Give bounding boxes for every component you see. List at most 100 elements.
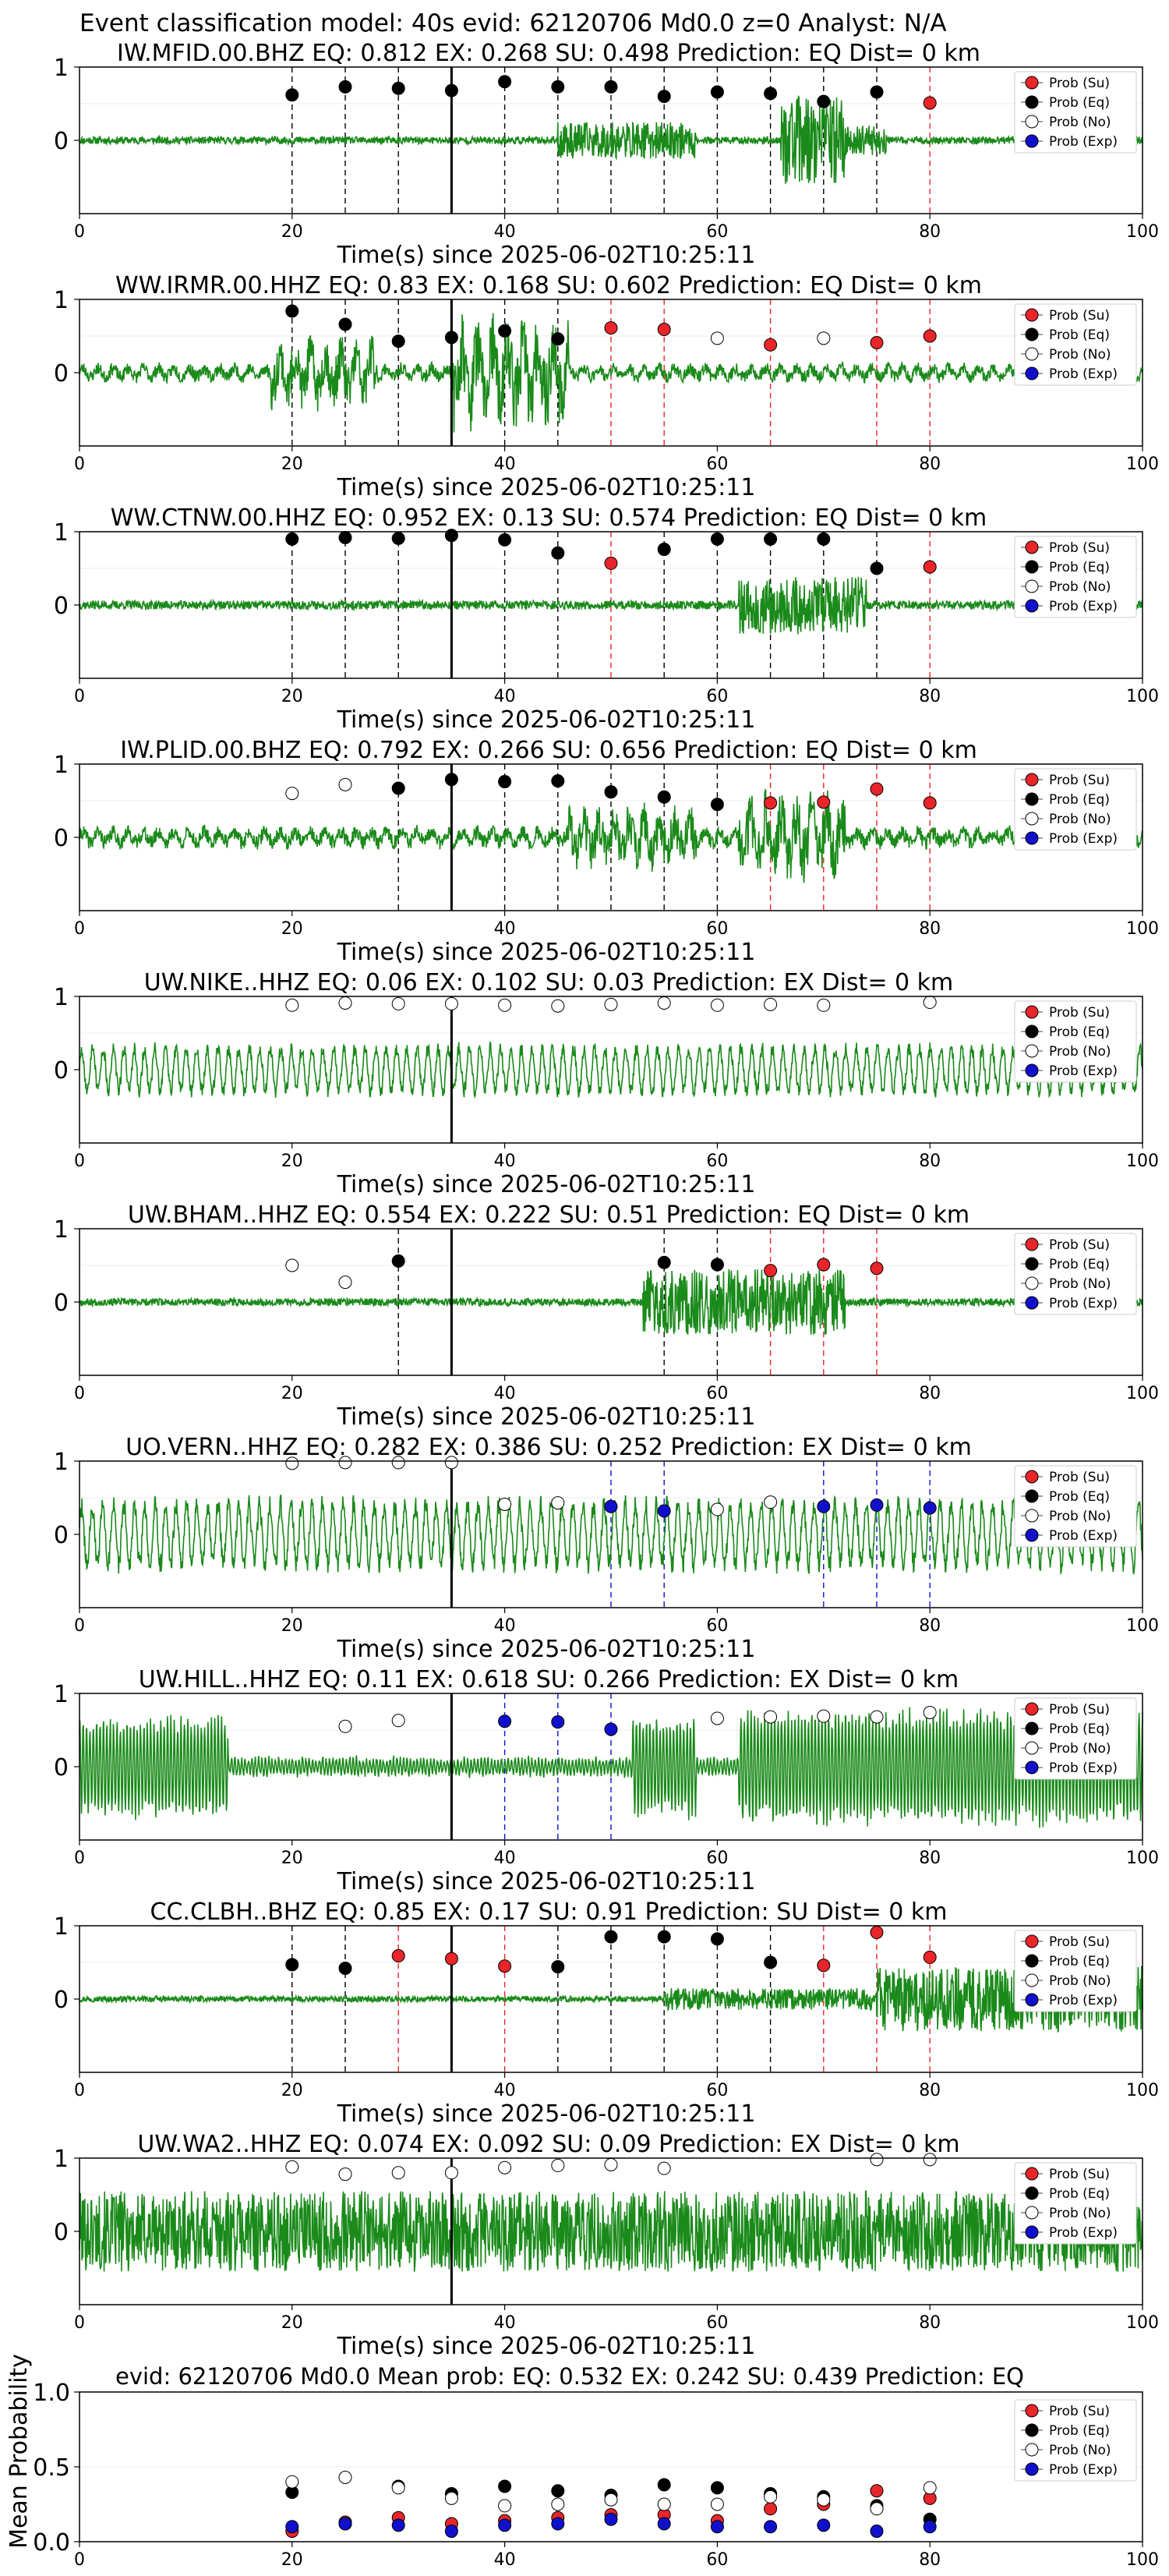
legend-label-no: Prob (No) [1049, 347, 1111, 363]
prob-point-su [923, 329, 937, 343]
prob-point-eq [498, 75, 512, 89]
legend-marker-eq [1025, 1257, 1039, 1271]
y-tick-label: 1.0 [33, 2380, 70, 2407]
panel-title: UO.VERN..HHZ EQ: 0.282 EX: 0.386 SU: 0.2… [125, 1434, 972, 1461]
legend-box [1014, 1465, 1137, 1548]
y-tick-label: 0.0 [33, 2529, 70, 2557]
x-tick-label: 60 [706, 1384, 728, 1403]
prob-point-eq [285, 532, 299, 546]
legend-marker-no [1025, 1044, 1039, 1058]
prob-point-eq [551, 332, 565, 346]
legend-marker-no [1025, 1276, 1039, 1290]
prob-point-no [764, 1710, 778, 1724]
prob-point-no [338, 1719, 352, 1733]
y-tick-label: 0 [54, 1290, 69, 1317]
legend-label-no: Prob (No) [1049, 1509, 1111, 1524]
x-tick-label: 80 [919, 1849, 941, 1868]
prob-point-eq [551, 80, 565, 94]
waveform-trace [79, 1707, 1143, 1828]
prob-point-eq [444, 83, 458, 97]
legend-label-eq: Prob (Eq) [1049, 792, 1110, 808]
mean-point-no [870, 2502, 884, 2516]
legend: Prob (Su) Prob (Eq) Prob (No) Prob (Exp) [1014, 1465, 1137, 1548]
prob-point-eq [817, 94, 831, 108]
legend-marker-exp [1025, 1296, 1039, 1310]
legend-marker-no [1025, 579, 1039, 593]
x-tick-label: 0 [74, 222, 85, 242]
y-tick-label: 1 [54, 55, 69, 82]
prob-point-eq [870, 561, 884, 575]
prob-point-no [391, 1456, 405, 1470]
prob-point-no [870, 1710, 884, 1724]
prob-point-eq [498, 533, 512, 547]
prob-point-no [764, 997, 778, 1011]
mean-point-exp [764, 2520, 778, 2534]
mean-point-no [444, 2491, 458, 2505]
x-tick-label: 60 [706, 2081, 728, 2100]
legend: Prob (Su) Prob (Eq) Prob (No) Prob (Exp) [1014, 1233, 1137, 1315]
x-tick-label: 40 [494, 2313, 516, 2333]
legend-label-exp: Prob (Exp) [1049, 2462, 1118, 2478]
panel-title: UW.NIKE..HHZ EQ: 0.06 EX: 0.102 SU: 0.03… [144, 969, 953, 996]
panel-7: UO.VERN..HHZ EQ: 0.282 EX: 0.386 SU: 0.2… [54, 1434, 1159, 1663]
x-tick-label: 60 [706, 1849, 728, 1868]
x-tick-label: 80 [919, 1152, 941, 1171]
x-tick-label: 40 [494, 1849, 516, 1868]
panel-4: IW.PLID.00.BHZ EQ: 0.792 EX: 0.266 SU: 0… [54, 737, 1159, 966]
y-tick-label: 0 [54, 2219, 69, 2246]
legend-box [1014, 303, 1137, 386]
x-tick-label: 0 [74, 919, 85, 939]
x-tick-label: 60 [706, 2313, 728, 2333]
prob-point-eq [498, 775, 512, 789]
mean-point-eq [551, 2484, 565, 2498]
mean-point-no [657, 2497, 671, 2511]
prob-point-no [498, 998, 512, 1012]
x-tick-label: 40 [494, 687, 516, 706]
panel-title: UW.WA2..HHZ EQ: 0.074 EX: 0.092 SU: 0.09… [137, 2131, 959, 2158]
panel-10: UW.WA2..HHZ EQ: 0.074 EX: 0.092 SU: 0.09… [54, 2131, 1159, 2360]
y-tick-label: 0 [54, 1522, 69, 1549]
legend-label-no: Prob (No) [1049, 1044, 1111, 1060]
waveform-trace [79, 313, 1143, 433]
legend-marker-eq [1025, 792, 1039, 806]
panel-title: WW.CTNW.00.HHZ EQ: 0.952 EX: 0.13 SU: 0.… [111, 504, 987, 532]
prob-point-no [923, 996, 937, 1010]
legend-label-eq: Prob (Eq) [1049, 1489, 1110, 1505]
prob-point-no [551, 2158, 565, 2172]
legend: Prob (Su) Prob (Eq) Prob (No) Prob (Exp) [1014, 303, 1137, 386]
x-tick-label: 100 [1126, 1152, 1159, 1171]
legend-label-su: Prob (Su) [1049, 1702, 1110, 1718]
legend-label-exp: Prob (Exp) [1049, 831, 1118, 847]
prob-point-exp [923, 1501, 937, 1515]
prob-point-eq [391, 1254, 405, 1268]
legend-label-exp: Prob (Exp) [1049, 366, 1118, 382]
legend-box [1014, 2162, 1137, 2245]
prob-point-no [338, 777, 352, 791]
prob-point-no [817, 998, 831, 1012]
prob-point-su [817, 795, 831, 809]
panel-title: WW.IRMR.00.HHZ EQ: 0.83 EX: 0.168 SU: 0.… [115, 272, 982, 299]
prob-point-eq [391, 531, 405, 545]
mean-point-no [391, 2481, 405, 2495]
legend-label-eq: Prob (Eq) [1049, 1954, 1110, 1969]
mean-point-no [923, 2481, 937, 2495]
prob-point-no [338, 1276, 352, 1290]
panel-5: UW.NIKE..HHZ EQ: 0.06 EX: 0.102 SU: 0.03… [54, 969, 1159, 1198]
prob-point-su [657, 323, 671, 337]
legend-box [1014, 1233, 1137, 1315]
legend-marker-eq [1025, 1024, 1039, 1039]
legend-label-su: Prob (Su) [1049, 1237, 1110, 1253]
prob-point-no [657, 2161, 671, 2175]
legend: Prob (Su) Prob (Eq) Prob (No) Prob (Exp) [1014, 1930, 1137, 2012]
x-tick-label: 60 [706, 222, 728, 242]
panel-9: CC.CLBH..BHZ EQ: 0.85 EX: 0.17 SU: 0.91 … [54, 1898, 1159, 2128]
prob-point-eq [657, 1255, 671, 1269]
prob-point-no [604, 2157, 618, 2171]
prob-point-su [923, 796, 937, 810]
x-tick-label: 20 [281, 222, 303, 242]
y-tick-label: 1 [54, 984, 69, 1011]
mean-point-no [338, 2470, 352, 2484]
legend-label-no: Prob (No) [1049, 579, 1111, 595]
y-tick-label: 1 [54, 287, 69, 314]
prob-point-eq [604, 80, 618, 94]
